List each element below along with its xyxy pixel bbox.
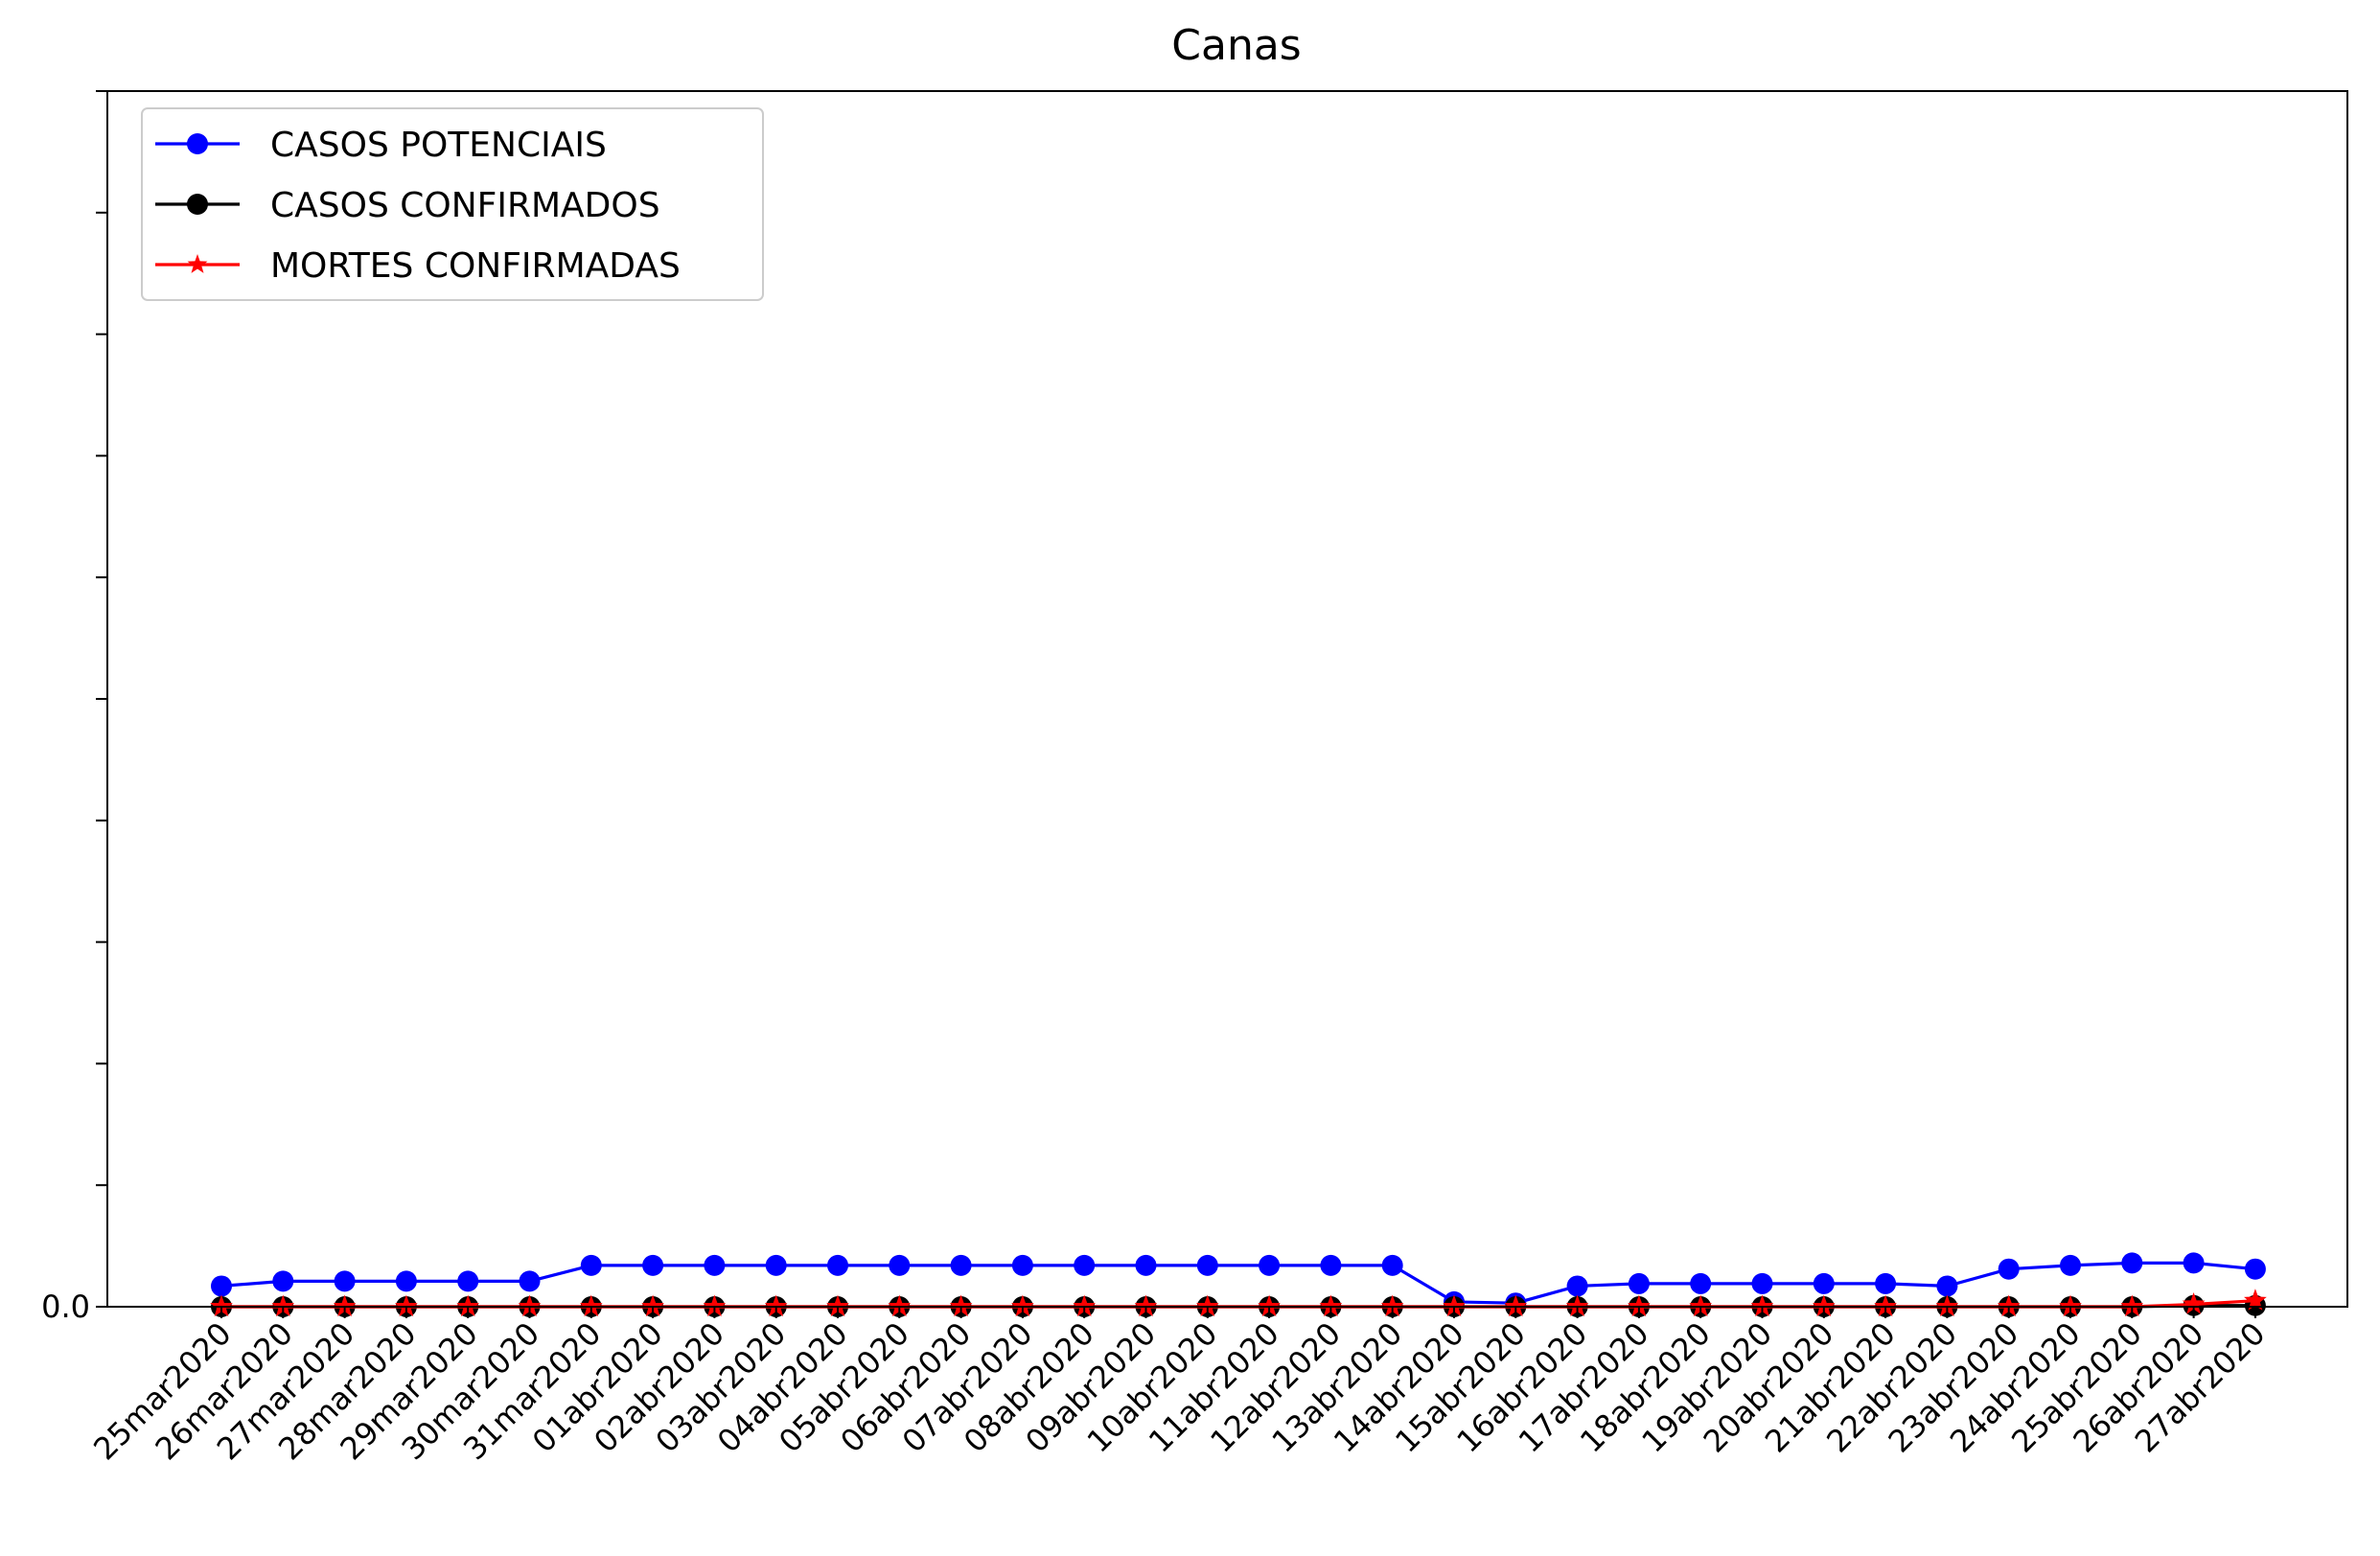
series-2 [210,1289,2267,1317]
data-point [1381,1254,1403,1276]
data-point [2183,1252,2205,1274]
data-point [1196,1254,1218,1276]
y-axis: 0.0 [41,90,107,1325]
data-point [889,1254,911,1276]
data-point [1135,1254,1157,1276]
data-point [1011,1254,1033,1276]
data-point [950,1254,972,1276]
x-axis: 25mar202026mar202027mar202028mar202029ma… [86,1307,2273,1467]
legend-label: CASOS POTENCIAIS [270,126,607,165]
chart-title: Canas [1171,21,1301,70]
data-point [1813,1272,1835,1294]
data-point [457,1270,479,1292]
data-point [580,1254,602,1276]
data-point [395,1270,417,1292]
legend-item: MORTES CONFIRMADAS [155,246,681,286]
data-point [2121,1252,2143,1274]
legend-marker [187,194,208,215]
data-point [334,1270,356,1292]
data-point [1875,1272,1897,1294]
data-point [2060,1254,2081,1276]
legend: CASOS POTENCIAIS CASOS CONFIRMADOS MORTES … [141,107,764,301]
data-point [2244,1258,2266,1280]
data-point [1074,1254,1096,1276]
data-point [1936,1275,1958,1297]
data-point [1751,1272,1773,1294]
legend-label: MORTES CONFIRMADAS [270,246,681,286]
data-point [642,1254,664,1276]
data-point [827,1254,848,1276]
data-point [1998,1258,2020,1280]
legend-item: CASOS POTENCIAIS [155,126,607,165]
data-point [211,1275,232,1297]
y-tick-label: 0.0 [41,1289,90,1325]
data-point [1566,1275,1588,1297]
legend-item: CASOS CONFIRMADOS [155,186,660,225]
data-point [765,1254,787,1276]
data-point [272,1270,294,1292]
legend-marker [187,133,208,154]
legend-label: CASOS CONFIRMADOS [270,186,660,225]
data-point [1690,1272,1712,1294]
legend-box [141,107,764,301]
legend-marker [187,254,208,273]
data-point [2244,1289,2267,1311]
data-point [1259,1254,1281,1276]
data-point [1628,1272,1650,1294]
data-point [1320,1254,1342,1276]
series-line [220,1261,2256,1305]
data-point [704,1254,726,1276]
data-point [519,1270,541,1292]
series-0 [211,1252,2266,1314]
